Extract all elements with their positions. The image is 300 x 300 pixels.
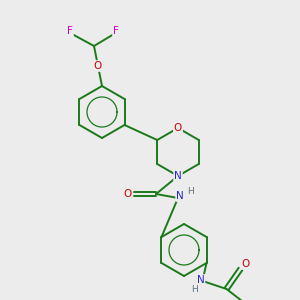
Text: N: N: [174, 171, 182, 181]
Text: F: F: [67, 26, 73, 36]
Text: N: N: [196, 275, 204, 285]
Text: N: N: [176, 191, 184, 201]
Text: H: H: [187, 188, 194, 196]
Text: O: O: [124, 189, 132, 199]
Text: O: O: [94, 61, 102, 71]
Text: O: O: [242, 259, 250, 269]
Text: H: H: [191, 284, 198, 293]
Text: F: F: [113, 26, 119, 36]
Text: O: O: [174, 123, 182, 133]
